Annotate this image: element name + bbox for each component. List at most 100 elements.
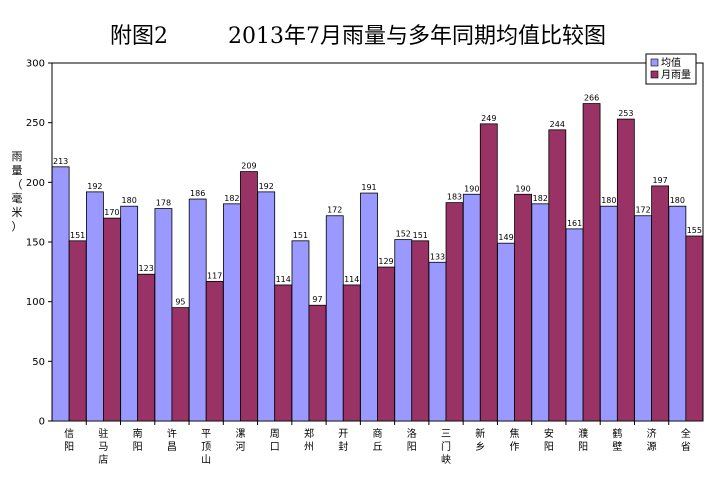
bar-mean (634, 215, 653, 422)
data-label: 149 (498, 233, 513, 242)
data-label: 129 (378, 257, 393, 266)
bar-mean (188, 198, 207, 422)
y-tick-label: 0 (39, 417, 45, 428)
bar-monthly (68, 240, 87, 422)
data-label: 117 (207, 271, 222, 280)
bar-monthly (102, 217, 121, 422)
data-label: 151 (70, 231, 85, 240)
bar-monthly (514, 193, 532, 422)
bar-mean (531, 203, 550, 422)
data-label: 186 (190, 189, 205, 198)
bar-mean (291, 240, 310, 422)
plot-area: 0 50 100 150 200 250 300 213 151 信阳 192 170 驻马店 180 12… (26, 59, 704, 466)
y-tick-label: 200 (26, 178, 45, 189)
data-label: 170 (104, 208, 119, 217)
x-category-label: 驻马店 (98, 427, 108, 466)
bar-mean (668, 205, 687, 422)
data-label: 180 (122, 196, 137, 205)
data-label: 182 (224, 194, 239, 203)
bar-monthly (651, 185, 670, 422)
data-label: 114 (344, 275, 359, 284)
bar-monthly (137, 273, 156, 422)
x-category-label: 信阳 (64, 428, 74, 453)
bar-monthly (274, 284, 293, 422)
x-category-label: 安阳 (544, 427, 554, 453)
x-category-label: 郑州 (304, 427, 314, 453)
data-label: 249 (481, 114, 496, 123)
bar-monthly (171, 307, 190, 422)
bar-mean (325, 215, 344, 422)
x-category-label: 濮阳 (578, 427, 588, 453)
bar-mean (394, 239, 413, 422)
data-label: 172 (327, 206, 342, 215)
bar-mean (120, 205, 139, 422)
data-label: 172 (635, 206, 650, 215)
bar-monthly (548, 129, 567, 422)
bar-monthly (205, 280, 224, 422)
data-label: 191 (361, 183, 376, 192)
bar-monthly (582, 103, 601, 422)
bar-mean (462, 193, 481, 422)
bar-mean (428, 261, 447, 422)
legend-swatch (650, 70, 659, 79)
x-category-label: 洛阳 (407, 427, 417, 453)
data-label: 197 (652, 176, 667, 185)
bar-mean (223, 203, 241, 422)
bar-monthly (685, 235, 704, 422)
data-label: 95 (175, 298, 185, 307)
data-label: 213 (53, 157, 68, 166)
x-category-label: 商丘 (373, 427, 383, 453)
data-label: 190 (464, 184, 479, 193)
bar-mean (51, 166, 70, 422)
bar-monthly (240, 171, 258, 422)
bar-monthly (616, 118, 635, 422)
bar-monthly (377, 266, 395, 422)
bar-monthly (411, 240, 430, 422)
legend-entry: 月雨量 (661, 69, 691, 81)
data-label: 151 (413, 231, 428, 240)
data-label: 183 (447, 193, 462, 202)
bar-mean (565, 228, 584, 422)
y-tick-label: 50 (32, 357, 45, 368)
bar-mean (257, 191, 276, 422)
data-label: 133 (430, 252, 445, 261)
data-label: 192 (259, 182, 274, 191)
data-label: 180 (601, 196, 616, 205)
chart-title: 附图2 2013年7月雨量与多年同期均值比较图 (0, 14, 713, 50)
data-label: 97 (312, 295, 322, 304)
data-label: 151 (293, 231, 308, 240)
bar-monthly (342, 284, 361, 422)
data-label: 253 (618, 109, 633, 118)
x-category-label: 南阳 (133, 427, 143, 453)
x-category-label: 新乡 (475, 427, 485, 453)
y-tick-label: 150 (26, 238, 45, 249)
y-tick-label: 300 (26, 59, 45, 70)
data-label: 178 (156, 199, 171, 208)
bar-mean (154, 208, 173, 422)
x-category-label: 三门峡 (441, 429, 451, 466)
y-axis-label: 雨量（毫米） (11, 150, 23, 233)
data-label: 161 (567, 219, 582, 228)
chart-title-text: 2013年7月雨量与多年同期均值比较图 (228, 24, 606, 49)
bar-monthly (479, 123, 498, 422)
y-tick-label: 250 (26, 118, 45, 129)
data-label: 190 (515, 184, 530, 193)
legend-swatch (650, 58, 659, 67)
bar-monthly (308, 304, 327, 422)
x-category-label: 开封 (338, 429, 348, 453)
data-label: 114 (276, 275, 291, 284)
bar-mean (497, 242, 515, 422)
data-label: 180 (670, 196, 685, 205)
bar-mean (85, 191, 104, 422)
data-label: 192 (87, 182, 102, 191)
chart-title-figure-number: 附图2 (110, 24, 168, 49)
x-category-label: 济源 (647, 427, 657, 453)
bar-mean (599, 205, 618, 422)
x-category-label: 鹤壁 (612, 427, 622, 453)
bar-monthly (445, 202, 464, 422)
legend-entry: 均值 (661, 56, 681, 69)
x-category-label: 许昌 (167, 428, 177, 453)
x-category-label: 焦作 (510, 427, 520, 453)
